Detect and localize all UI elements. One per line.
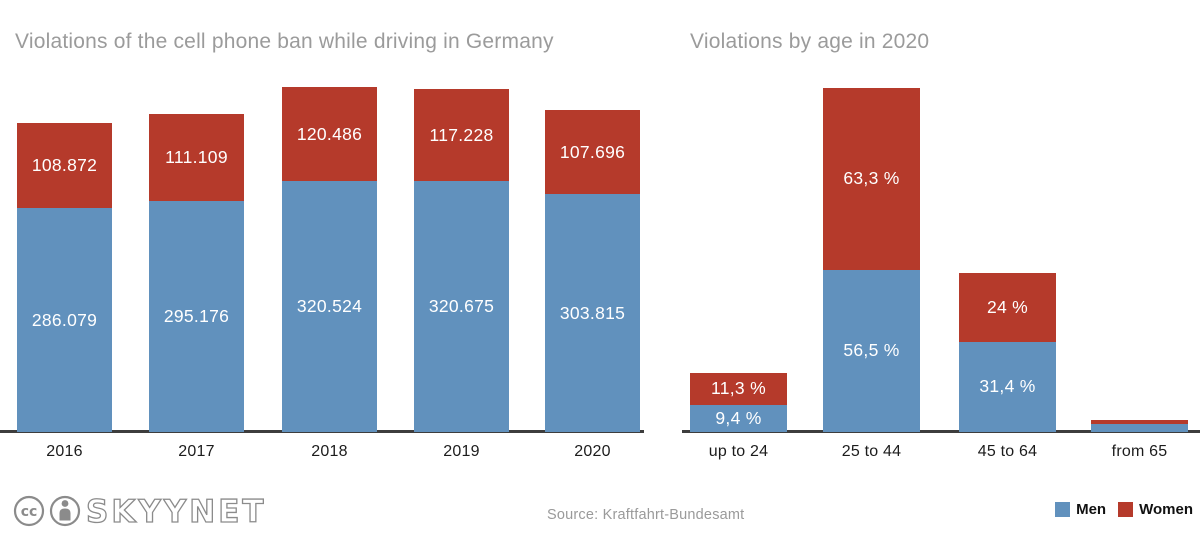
chart-legend: Men Women	[1055, 501, 1193, 518]
left-chart-title: Violations of the cell phone ban while d…	[15, 30, 554, 53]
women-value-label: 63,3 %	[843, 168, 900, 189]
women-value-label: 108.872	[31, 155, 98, 176]
women-value-label: 11,3 %	[711, 378, 766, 399]
legend-swatch-men	[1055, 502, 1071, 517]
category-label: 2018	[311, 443, 348, 460]
bar-segment-men	[823, 269, 920, 432]
bar-segment-men	[1091, 424, 1188, 432]
bar-segment-men	[959, 341, 1056, 432]
right-chart-title: Violations by age in 2020	[690, 30, 930, 53]
men-value-label: 9,4 %	[715, 407, 762, 428]
category-label: 2017	[178, 443, 215, 460]
men-value-label: 320.524	[296, 296, 363, 317]
skyynet-logo: cc SKYYNET	[10, 487, 310, 538]
women-value-label: 107.696	[559, 141, 626, 162]
bar-segment-men	[690, 405, 787, 432]
legend-item-women: Women	[1118, 501, 1193, 518]
bar-segment-women	[17, 123, 112, 209]
women-value-label: 24 %	[986, 296, 1029, 317]
category-label: 45 to 64	[977, 443, 1038, 460]
bar-segment-women	[690, 372, 787, 405]
women-value-label: 120.486	[296, 123, 363, 144]
x-axis-line	[682, 430, 1200, 433]
category-label: 2019	[443, 443, 480, 460]
men-value-label: 303.815	[559, 302, 626, 323]
legend-swatch-women	[1118, 502, 1134, 517]
women-value-label: 111.109	[165, 147, 228, 168]
bar-segment-women	[823, 88, 920, 270]
cc-text: cc	[21, 504, 38, 520]
bar-segment-men	[282, 181, 377, 432]
men-value-label: 320.675	[428, 296, 495, 317]
legend-label: Women	[1139, 501, 1193, 518]
bar-segment-women	[414, 89, 509, 182]
bar-segment-women	[1091, 420, 1188, 425]
category-label: up to 24	[708, 443, 769, 460]
bar-segment-women	[149, 114, 244, 202]
bar-segment-men	[414, 181, 509, 432]
category-label: 25 to 44	[841, 443, 902, 460]
source-caption: Source: Kraftfahrt-Bundesamt	[547, 507, 745, 523]
legend-item-men: Men	[1055, 501, 1106, 518]
cc-license-icon	[13, 495, 45, 527]
legend-label: Men	[1076, 501, 1107, 518]
bar-segment-men	[149, 201, 244, 432]
bar-segment-men	[17, 208, 112, 432]
logo-wordmark: SKYYNET	[86, 494, 267, 530]
category-label: 2016	[46, 443, 83, 460]
cc-attribution-icon	[49, 495, 81, 527]
category-label: 2020	[574, 443, 611, 460]
men-value-label: 286.079	[31, 309, 98, 330]
bar-segment-women	[282, 87, 377, 182]
men-value-label: 31,4 %	[979, 376, 1036, 397]
women-value-label: 117.228	[429, 124, 494, 145]
men-value-label: 295.176	[163, 306, 230, 327]
men-value-label: 56,5 %	[843, 340, 900, 361]
bar-segment-women	[545, 110, 640, 195]
category-label: from 65	[1111, 443, 1168, 460]
bar-segment-men	[545, 194, 640, 432]
bar-segment-women	[959, 272, 1056, 342]
